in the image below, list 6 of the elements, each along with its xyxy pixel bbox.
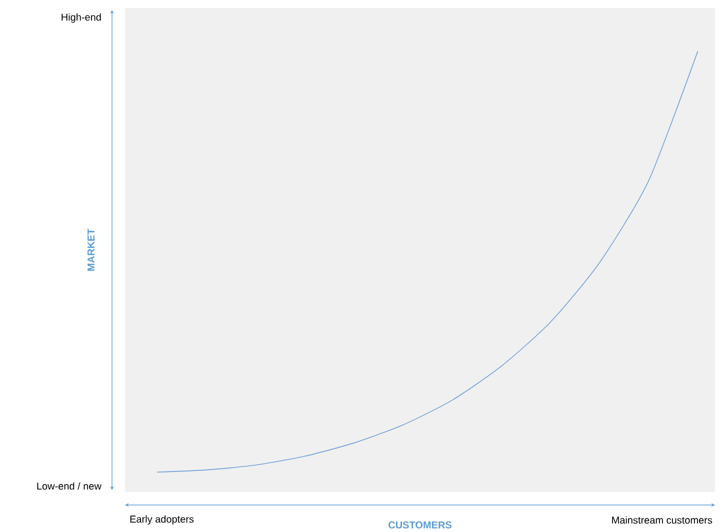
y-axis-title: MARKET [88, 228, 94, 271]
text: Mainstream customers [612, 516, 712, 524]
text: High-end [62, 13, 101, 23]
x-axis-title: CUSTOMERS [388, 521, 452, 528]
text: Low-end / new [37, 482, 102, 490]
text: Early adopters [130, 515, 194, 525]
